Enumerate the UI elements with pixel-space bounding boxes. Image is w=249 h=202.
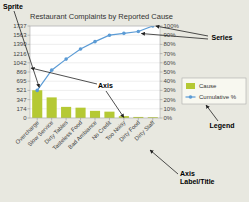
annotation-arrow <box>150 150 178 174</box>
y-tick-label: 174 <box>16 106 27 112</box>
y2-tick <box>160 108 163 109</box>
y-tick <box>28 71 31 72</box>
legend-swatch <box>186 83 195 89</box>
bar <box>104 112 114 118</box>
y-tick-label: 347 <box>16 97 27 103</box>
line-point <box>35 89 39 93</box>
bar <box>76 108 86 118</box>
title: Restaurant Complaints by Reported Cause <box>30 12 173 21</box>
annotation: Axis <box>98 82 113 89</box>
line-point <box>108 33 112 37</box>
y-tick-label: 1563 <box>13 32 27 38</box>
grid-line <box>30 44 160 45</box>
line-point <box>79 47 83 51</box>
bar <box>47 97 57 118</box>
y2-tick <box>160 26 163 27</box>
x-tick <box>80 118 81 121</box>
y-tick-label: 869 <box>16 69 27 75</box>
grid-line <box>30 53 160 54</box>
y-tick <box>28 99 31 100</box>
y-tick-label: 695 <box>16 78 27 84</box>
annotation-arrow <box>31 68 97 84</box>
x-tick <box>123 118 124 121</box>
bar <box>32 90 42 118</box>
y-tick-label: 521 <box>16 87 27 93</box>
legend-box <box>182 78 246 104</box>
x-tick <box>37 118 38 121</box>
annotation-arrow <box>206 105 218 121</box>
grid-line <box>30 81 160 82</box>
grid-line <box>30 90 160 91</box>
y-tick <box>28 62 31 63</box>
y2-tick-label: 70% <box>164 51 177 57</box>
y2-tick <box>160 53 163 54</box>
line-point <box>137 30 141 34</box>
annotation-line: Axis <box>180 170 195 177</box>
annotation: Legend <box>210 122 235 130</box>
y2-tick <box>160 99 163 100</box>
y2-tick <box>160 90 163 91</box>
y2-tick-label: 10% <box>164 106 177 112</box>
annotation: AxisLabel/Title <box>180 170 215 185</box>
line-point <box>93 40 97 44</box>
legend-marker <box>189 95 193 99</box>
y-tick <box>28 44 31 45</box>
y2-tick <box>160 118 163 119</box>
plot-frame <box>30 26 160 118</box>
y-tick <box>28 81 31 82</box>
annotation: Sprite <box>3 3 23 11</box>
x-tick <box>152 118 153 121</box>
y-tick <box>28 26 31 27</box>
plot-marks <box>32 26 158 118</box>
x-tick <box>95 118 96 121</box>
y2-tick-label: 30% <box>164 87 177 93</box>
line-point <box>122 32 126 36</box>
bar <box>90 111 100 118</box>
x-tick <box>109 118 110 121</box>
y2-tick <box>160 62 163 63</box>
y-tick <box>28 118 31 119</box>
line-point <box>64 57 68 61</box>
x-tick <box>66 118 67 121</box>
chart: 0174347521695869104212161390156317370%10… <box>0 0 249 202</box>
x-tick <box>138 118 139 121</box>
bar <box>61 107 71 118</box>
annotation-arrow <box>156 26 208 36</box>
legend-label: Cumulative % <box>199 94 237 100</box>
annotation-arrow <box>106 91 124 118</box>
y-tick <box>28 35 31 36</box>
y2-tick-label: 50% <box>164 69 177 75</box>
y2-tick-label: 20% <box>164 97 177 103</box>
y-tick <box>28 90 31 91</box>
x-tick-label: Dirty Staff <box>133 119 155 141</box>
plot-background <box>30 26 160 118</box>
y2-tick-label: 40% <box>164 78 177 84</box>
y-tick <box>28 108 31 109</box>
annotation: Series <box>211 34 232 41</box>
grid-line <box>30 35 160 36</box>
y2-tick <box>160 72 163 73</box>
annotation-arrow <box>141 34 208 39</box>
line-point <box>50 68 54 72</box>
y-tick-label: 1737 <box>13 23 27 29</box>
y2-tick <box>160 81 163 82</box>
annotation-line: Label/Title <box>180 178 215 185</box>
y2-tick-label: 0% <box>164 115 173 121</box>
grid-line <box>30 62 160 63</box>
cumulative-line <box>37 26 153 90</box>
annotation-arrow <box>14 11 39 87</box>
x-tick <box>51 118 52 121</box>
y2-tick-label: 60% <box>164 60 177 66</box>
y-tick-label: 1216 <box>13 51 27 57</box>
y-tick-label: 1042 <box>13 60 27 66</box>
legend-label: Cause <box>199 83 217 89</box>
y-tick-label: 0 <box>23 115 27 121</box>
y2-tick <box>160 44 163 45</box>
y2-tick-label: 80% <box>164 41 177 47</box>
